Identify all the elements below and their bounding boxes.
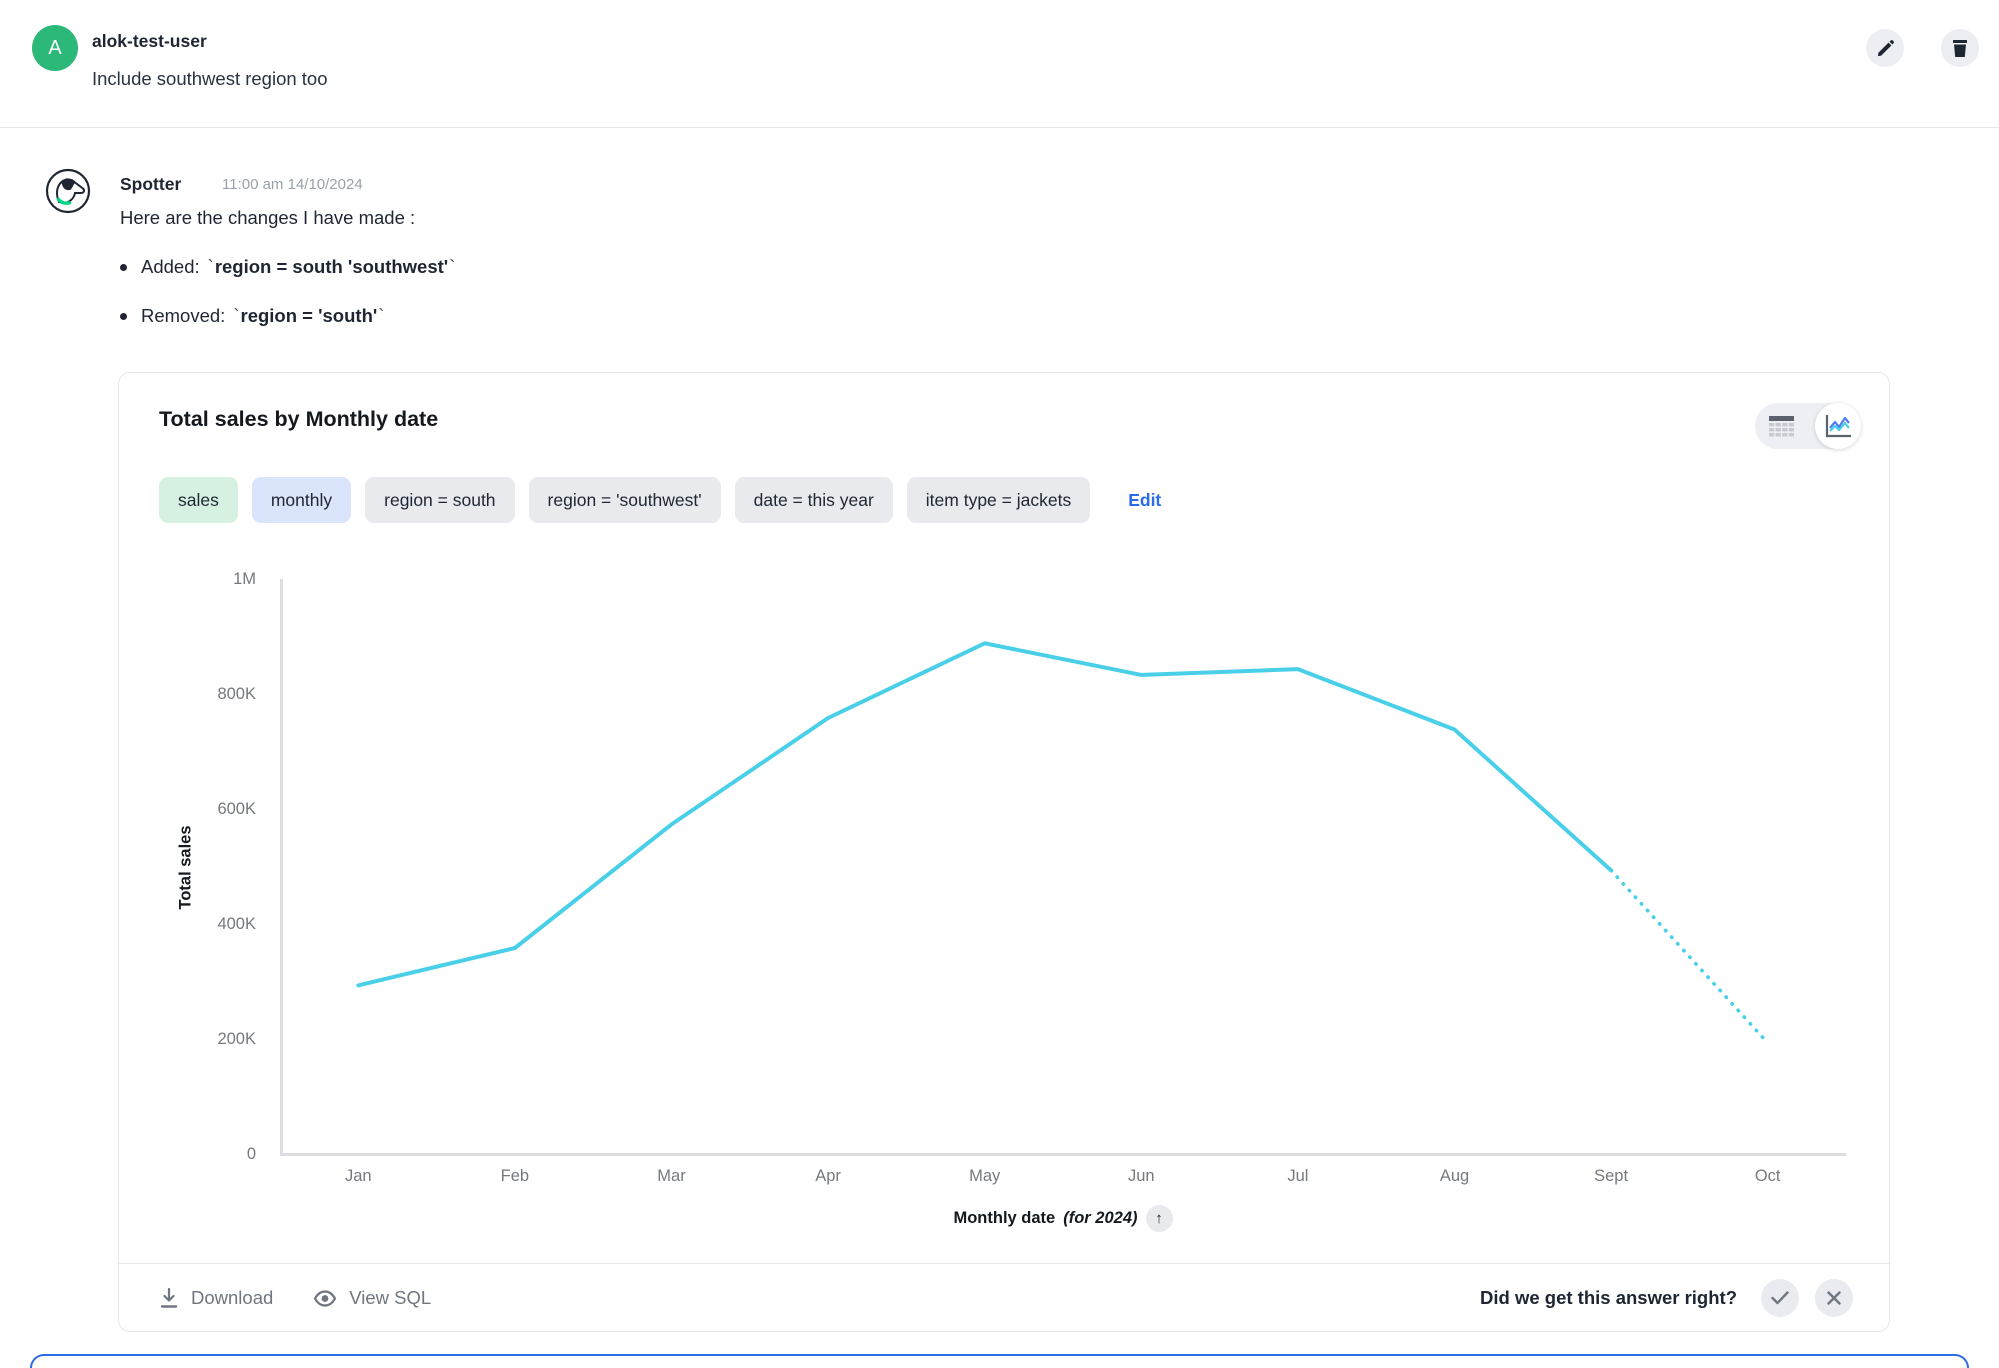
line-chart-icon: [1825, 415, 1851, 438]
download-icon: [160, 1287, 178, 1308]
chat-input[interactable]: [30, 1354, 1969, 1368]
change-item: Removed: ` region = 'south' `: [120, 305, 456, 327]
view-sql-label: View SQL: [349, 1287, 432, 1308]
user-avatar: A: [32, 25, 78, 71]
y-tick-label: 1M: [233, 570, 256, 588]
filter-chip[interactable]: date = this year: [734, 477, 893, 523]
view-sql-button[interactable]: View SQL: [313, 1287, 431, 1309]
x-tick-label: Mar: [657, 1167, 686, 1185]
y-axis-ticks: 0 200K 400K 600K 800K 1M: [119, 570, 256, 1163]
message-timestamp: 11:00 am 14/10/2024: [222, 176, 363, 193]
feedback-yes-button[interactable]: [1761, 1279, 1799, 1317]
filter-chip[interactable]: item type = jackets: [906, 477, 1091, 523]
edit-query-link[interactable]: Edit: [1128, 489, 1162, 510]
answer-card: Total sales by Monthly date sales monthly…: [118, 372, 1890, 1332]
chart-view-button[interactable]: [1815, 403, 1861, 449]
sort-ascending-button[interactable]: ↑: [1145, 1205, 1173, 1232]
x-axis-title-text: Monthly date: [953, 1209, 1056, 1227]
delete-message-button[interactable]: [1941, 29, 1979, 67]
x-axis-ticks: Jan Feb Mar Apr May Jun Jul Aug Sept Oct: [280, 1167, 1846, 1191]
x-axis-title: Monthly date (for 2024) ↑: [280, 1205, 1846, 1232]
x-tick-label: Jun: [1127, 1167, 1155, 1185]
spotter-avatar: [45, 168, 91, 214]
close-icon: [1827, 1291, 1841, 1305]
bullet-dot: [120, 312, 127, 320]
feedback-question: Did we get this answer right?: [1480, 1287, 1737, 1308]
filter-chip[interactable]: sales: [159, 477, 238, 523]
x-tick-label: Jan: [344, 1167, 372, 1185]
x-tick-label: Jul: [1287, 1167, 1309, 1185]
spotter-dog-logo-icon: [45, 168, 91, 214]
y-tick-label: 600K: [217, 800, 256, 818]
sales-line-forecast-dotted: [1609, 868, 1770, 1045]
assistant-name: Spotter: [120, 174, 182, 194]
x-axis-title-suffix: (for 2024): [1063, 1209, 1138, 1227]
x-tick-label: Aug: [1439, 1167, 1470, 1185]
y-tick-label: 400K: [217, 915, 256, 933]
changes-list: Added: ` region = south 'southwest' ` Remove…: [120, 256, 456, 354]
section-divider: [0, 127, 1999, 128]
y-tick-label: 0: [246, 1145, 256, 1163]
table-view-button[interactable]: [1755, 415, 1808, 438]
change-item: Added: ` region = south 'southwest' `: [120, 256, 456, 278]
check-icon: [1771, 1291, 1789, 1305]
edit-message-button[interactable]: [1866, 29, 1904, 67]
query-token-chips: sales monthly region = south region = 'sout…: [159, 477, 1161, 523]
view-toggle[interactable]: [1755, 403, 1861, 449]
feedback-no-button[interactable]: [1815, 1279, 1853, 1317]
x-tick-label: Apr: [815, 1167, 841, 1185]
eye-icon: [314, 1289, 337, 1307]
user-name: alok-test-user: [92, 31, 207, 51]
download-button[interactable]: Download: [159, 1287, 273, 1309]
arrow-up-icon: ↑: [1155, 1210, 1163, 1227]
download-label: Download: [191, 1287, 274, 1308]
filter-chip[interactable]: region = 'southwest': [528, 477, 721, 523]
filter-chip[interactable]: region = south: [365, 477, 515, 523]
y-tick-label: 200K: [217, 1030, 256, 1048]
y-tick-label: 800K: [217, 685, 256, 703]
user-message-text: Include southwest region too: [92, 68, 328, 89]
feedback-controls: Did we get this answer right?: [1480, 1279, 1853, 1317]
x-tick-label: Feb: [500, 1167, 530, 1185]
bullet-dot: [120, 263, 127, 271]
card-footer: Download View SQL Did we get this answer…: [159, 1264, 1853, 1332]
pencil-icon: [1877, 39, 1894, 56]
sales-line-solid: [356, 641, 1614, 988]
table-icon: [1769, 415, 1794, 436]
chart-title: Total sales by Monthly date: [159, 407, 439, 431]
card-footer-divider: [119, 1263, 1889, 1264]
x-tick-label: Sept: [1594, 1167, 1629, 1185]
line-chart-plot[interactable]: [280, 579, 1846, 1156]
trash-icon: [1953, 39, 1967, 57]
filter-chip[interactable]: monthly: [251, 477, 352, 523]
assistant-intro-text: Here are the changes I have made :: [120, 207, 416, 228]
x-tick-label: Oct: [1754, 1167, 1781, 1185]
x-tick-label: May: [969, 1167, 1001, 1185]
